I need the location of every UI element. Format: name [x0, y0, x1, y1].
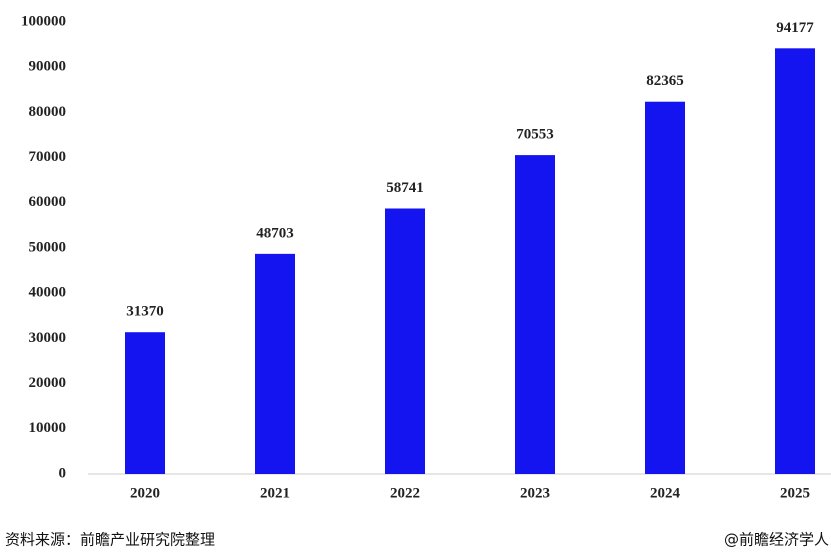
- y-tick-label: 40000: [29, 285, 67, 301]
- value-label: 82365: [646, 73, 684, 89]
- value-label: 48703: [256, 225, 294, 241]
- bar: [255, 253, 295, 474]
- value-label: 58741: [386, 180, 424, 196]
- bar: [515, 155, 555, 474]
- x-tick-label: 2025: [780, 485, 810, 501]
- y-tick-label: 20000: [29, 375, 67, 391]
- watermark: @前瞻经济学人: [724, 531, 829, 549]
- y-tick-label: 30000: [29, 330, 67, 346]
- y-tick-label: 60000: [29, 194, 67, 210]
- y-tick-label: 50000: [29, 239, 67, 255]
- value-label: 31370: [126, 304, 164, 320]
- y-tick-label: 0: [59, 465, 67, 481]
- value-label: 94177: [776, 20, 814, 36]
- x-tick-label: 2021: [260, 485, 290, 501]
- x-tick-label: 2024: [650, 485, 681, 501]
- value-label: 70553: [516, 127, 554, 143]
- bar: [125, 332, 165, 474]
- y-tick-label: 100000: [21, 13, 66, 29]
- y-tick-label: 80000: [29, 104, 67, 120]
- y-tick-label: 70000: [29, 149, 67, 165]
- bar: [775, 48, 815, 475]
- y-tick-label: 10000: [29, 420, 67, 436]
- x-tick-label: 2020: [130, 485, 160, 501]
- source-note: 资料来源：前瞻产业研究院整理: [5, 531, 215, 549]
- bar: [385, 208, 425, 475]
- x-tick-label: 2022: [390, 485, 420, 501]
- x-tick-label: 2023: [520, 485, 550, 501]
- bar: [645, 101, 685, 474]
- y-tick-label: 90000: [29, 59, 67, 75]
